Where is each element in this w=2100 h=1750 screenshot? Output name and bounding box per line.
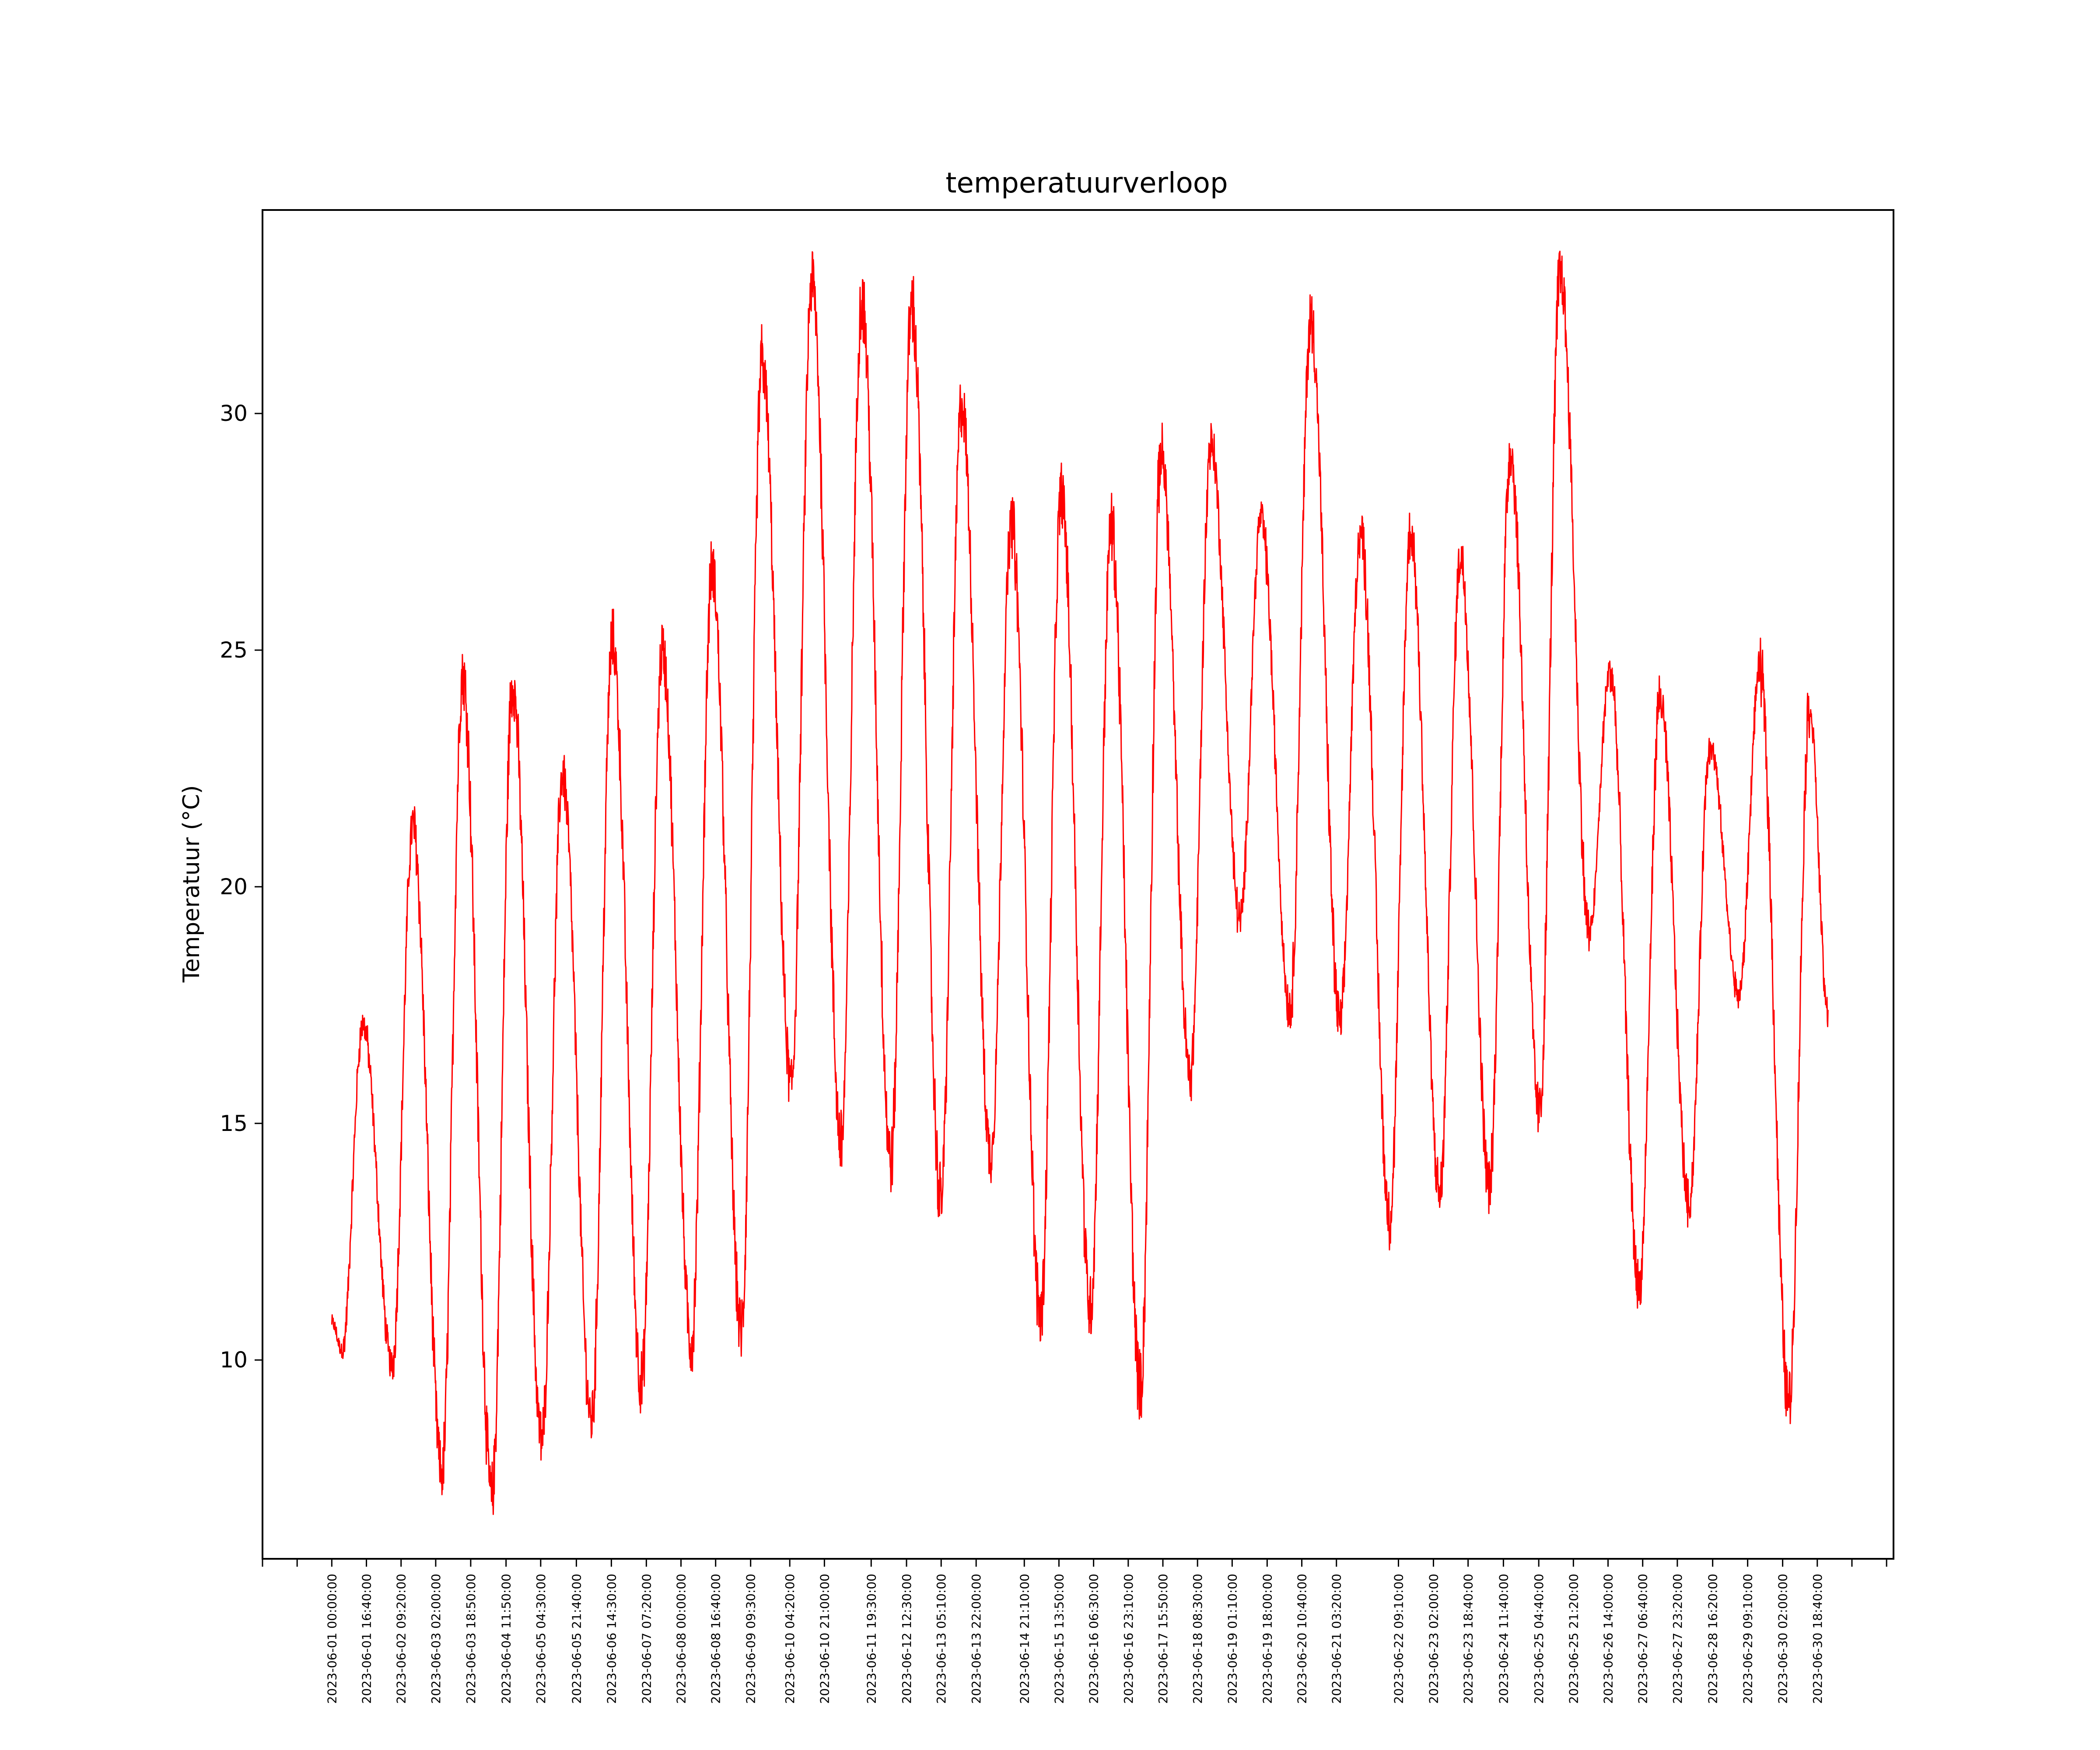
x-tick-label: 2023-06-27 23:20:00	[1670, 1574, 1685, 1704]
x-tick-label: 2023-06-10 21:00:00	[817, 1574, 832, 1704]
plot-area-frame	[262, 209, 1894, 1560]
x-tick-label: 2023-06-15 13:50:00	[1052, 1574, 1066, 1704]
y-axis-ticks: 10 15 20 25 30	[220, 401, 262, 1373]
y-axis-label: Temperatuur (°C)	[178, 785, 205, 983]
x-tick-label: 2023-06-12 12:30:00	[900, 1574, 914, 1704]
x-tick-label: 2023-06-29 09:10:00	[1741, 1574, 1755, 1704]
x-tick-label: 2023-06-18 08:30:00	[1190, 1574, 1205, 1704]
x-tick-label: 2023-06-25 04:40:00	[1532, 1574, 1546, 1704]
y-tick-label: 30	[220, 401, 248, 426]
x-tick-label: 2023-06-25 21:20:00	[1566, 1574, 1581, 1704]
y-tick-label: 15	[220, 1111, 248, 1136]
x-tick-label: 2023-06-08 16:40:00	[709, 1574, 723, 1704]
x-tick-label: 2023-06-06 14:30:00	[604, 1574, 619, 1704]
x-tick-label: 2023-06-28 16:20:00	[1706, 1574, 1720, 1704]
x-tick-label: 2023-06-05 21:40:00	[569, 1574, 584, 1704]
x-tick-label: 2023-06-04 11:50:00	[499, 1574, 514, 1704]
x-tick-label: 2023-06-07 07:20:00	[639, 1574, 654, 1704]
y-tick-label: 20	[220, 874, 248, 900]
x-tick-label: 2023-06-13 05:10:00	[934, 1574, 948, 1704]
x-tick-label: 2023-06-22 09:10:00	[1391, 1574, 1406, 1704]
y-tick-label: 10	[220, 1348, 248, 1373]
x-axis-ticks: 2023-06-01 00:00:00 2023-06-01 16:40:00 20…	[262, 1559, 1887, 1704]
temperature-series-line	[331, 250, 1829, 1515]
chart-title: temperatuurverloop	[945, 167, 1228, 200]
x-tick-label: 2023-06-21 03:20:00	[1330, 1574, 1344, 1704]
y-tick-label: 25	[220, 637, 248, 663]
x-tick-label: 2023-06-30 02:00:00	[1776, 1574, 1790, 1704]
x-tick-label: 2023-06-23 18:40:00	[1461, 1574, 1476, 1704]
x-tick-label: 2023-06-03 18:50:00	[464, 1574, 478, 1704]
x-tick-label: 2023-06-01 00:00:00	[325, 1574, 339, 1704]
x-tick-label: 2023-06-03 02:00:00	[429, 1574, 443, 1704]
x-tick-label: 2023-06-19 18:00:00	[1260, 1574, 1274, 1704]
x-tick-label: 2023-06-01 16:40:00	[360, 1574, 374, 1704]
x-tick-label: 2023-06-16 06:30:00	[1087, 1574, 1101, 1704]
x-tick-label: 2023-06-08 00:00:00	[674, 1574, 689, 1704]
x-tick-label: 2023-06-16 23:10:00	[1121, 1574, 1136, 1704]
x-tick-label: 2023-06-05 04:30:00	[534, 1574, 548, 1704]
x-tick-label: 2023-06-20 10:40:00	[1295, 1574, 1309, 1704]
x-tick-label: 2023-06-23 02:00:00	[1426, 1574, 1441, 1704]
x-tick-label: 2023-06-09 09:30:00	[744, 1574, 758, 1704]
x-tick-label: 2023-06-26 14:00:00	[1601, 1574, 1616, 1704]
x-tick-label: 2023-06-24 11:40:00	[1496, 1574, 1511, 1704]
x-tick-label: 2023-06-27 06:40:00	[1636, 1574, 1650, 1704]
x-tick-label: 2023-06-14 21:10:00	[1017, 1574, 1032, 1704]
x-tick-label: 2023-06-10 04:20:00	[783, 1574, 797, 1704]
x-tick-label: 2023-06-13 22:00:00	[969, 1574, 984, 1704]
x-tick-label: 2023-06-11 19:30:00	[864, 1574, 878, 1704]
x-tick-label: 2023-06-30 18:40:00	[1810, 1574, 1825, 1704]
x-tick-label: 2023-06-17 15:50:00	[1156, 1574, 1170, 1704]
x-tick-label: 2023-06-19 01:10:00	[1225, 1574, 1239, 1704]
x-tick-label: 2023-06-02 09:20:00	[394, 1574, 409, 1704]
